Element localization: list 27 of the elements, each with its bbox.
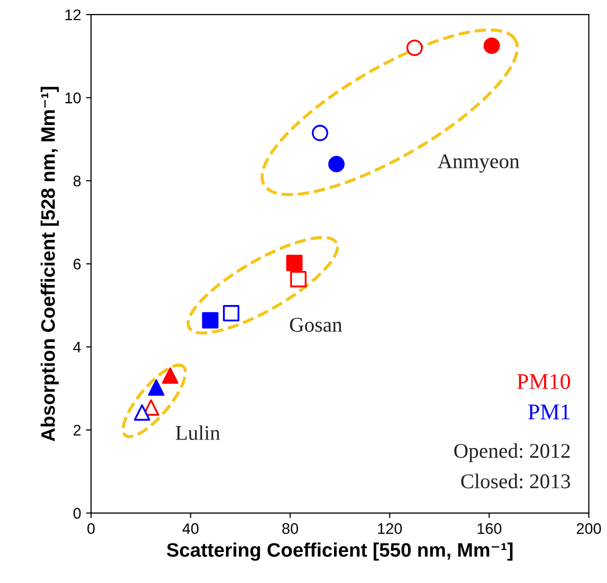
x-tick-label: 200 xyxy=(576,523,601,534)
y-tick-label: 6 xyxy=(74,258,81,270)
annotation: PM10 xyxy=(517,374,570,389)
point xyxy=(290,270,307,288)
x-tick-label: 0 xyxy=(87,523,95,534)
annotation: Lulin xyxy=(176,425,220,440)
annotation: Closed: 2013 xyxy=(461,474,570,488)
y-axis-title: Absorption Coefficient [528 nm, Mm⁻¹] xyxy=(40,86,59,442)
y-tick-label: 0 xyxy=(73,508,81,519)
x-tick-label: 120 xyxy=(378,523,402,534)
annotation: PM1 xyxy=(528,404,570,420)
point xyxy=(134,404,150,421)
y-tick-label: 8 xyxy=(73,176,81,186)
x-tick-label: 160 xyxy=(478,523,502,534)
point xyxy=(406,40,423,56)
x-axis-title: Scattering Coefficient [550 nm, Mm⁻¹] xyxy=(166,542,513,561)
annotation: Gosan xyxy=(290,318,342,332)
x-tick-label: 80 xyxy=(282,523,298,534)
annotation: Opened: 2012 xyxy=(454,443,570,462)
x-tick-label: 40 xyxy=(182,523,198,534)
y-tick-label: 12 xyxy=(66,9,81,20)
y-tick-label: 4 xyxy=(73,342,81,352)
point xyxy=(312,124,328,142)
point xyxy=(222,305,240,322)
annotation: Anmyeon xyxy=(438,154,520,173)
y-tick-label: 2 xyxy=(74,424,81,436)
y-tick-label: 10 xyxy=(66,92,81,104)
